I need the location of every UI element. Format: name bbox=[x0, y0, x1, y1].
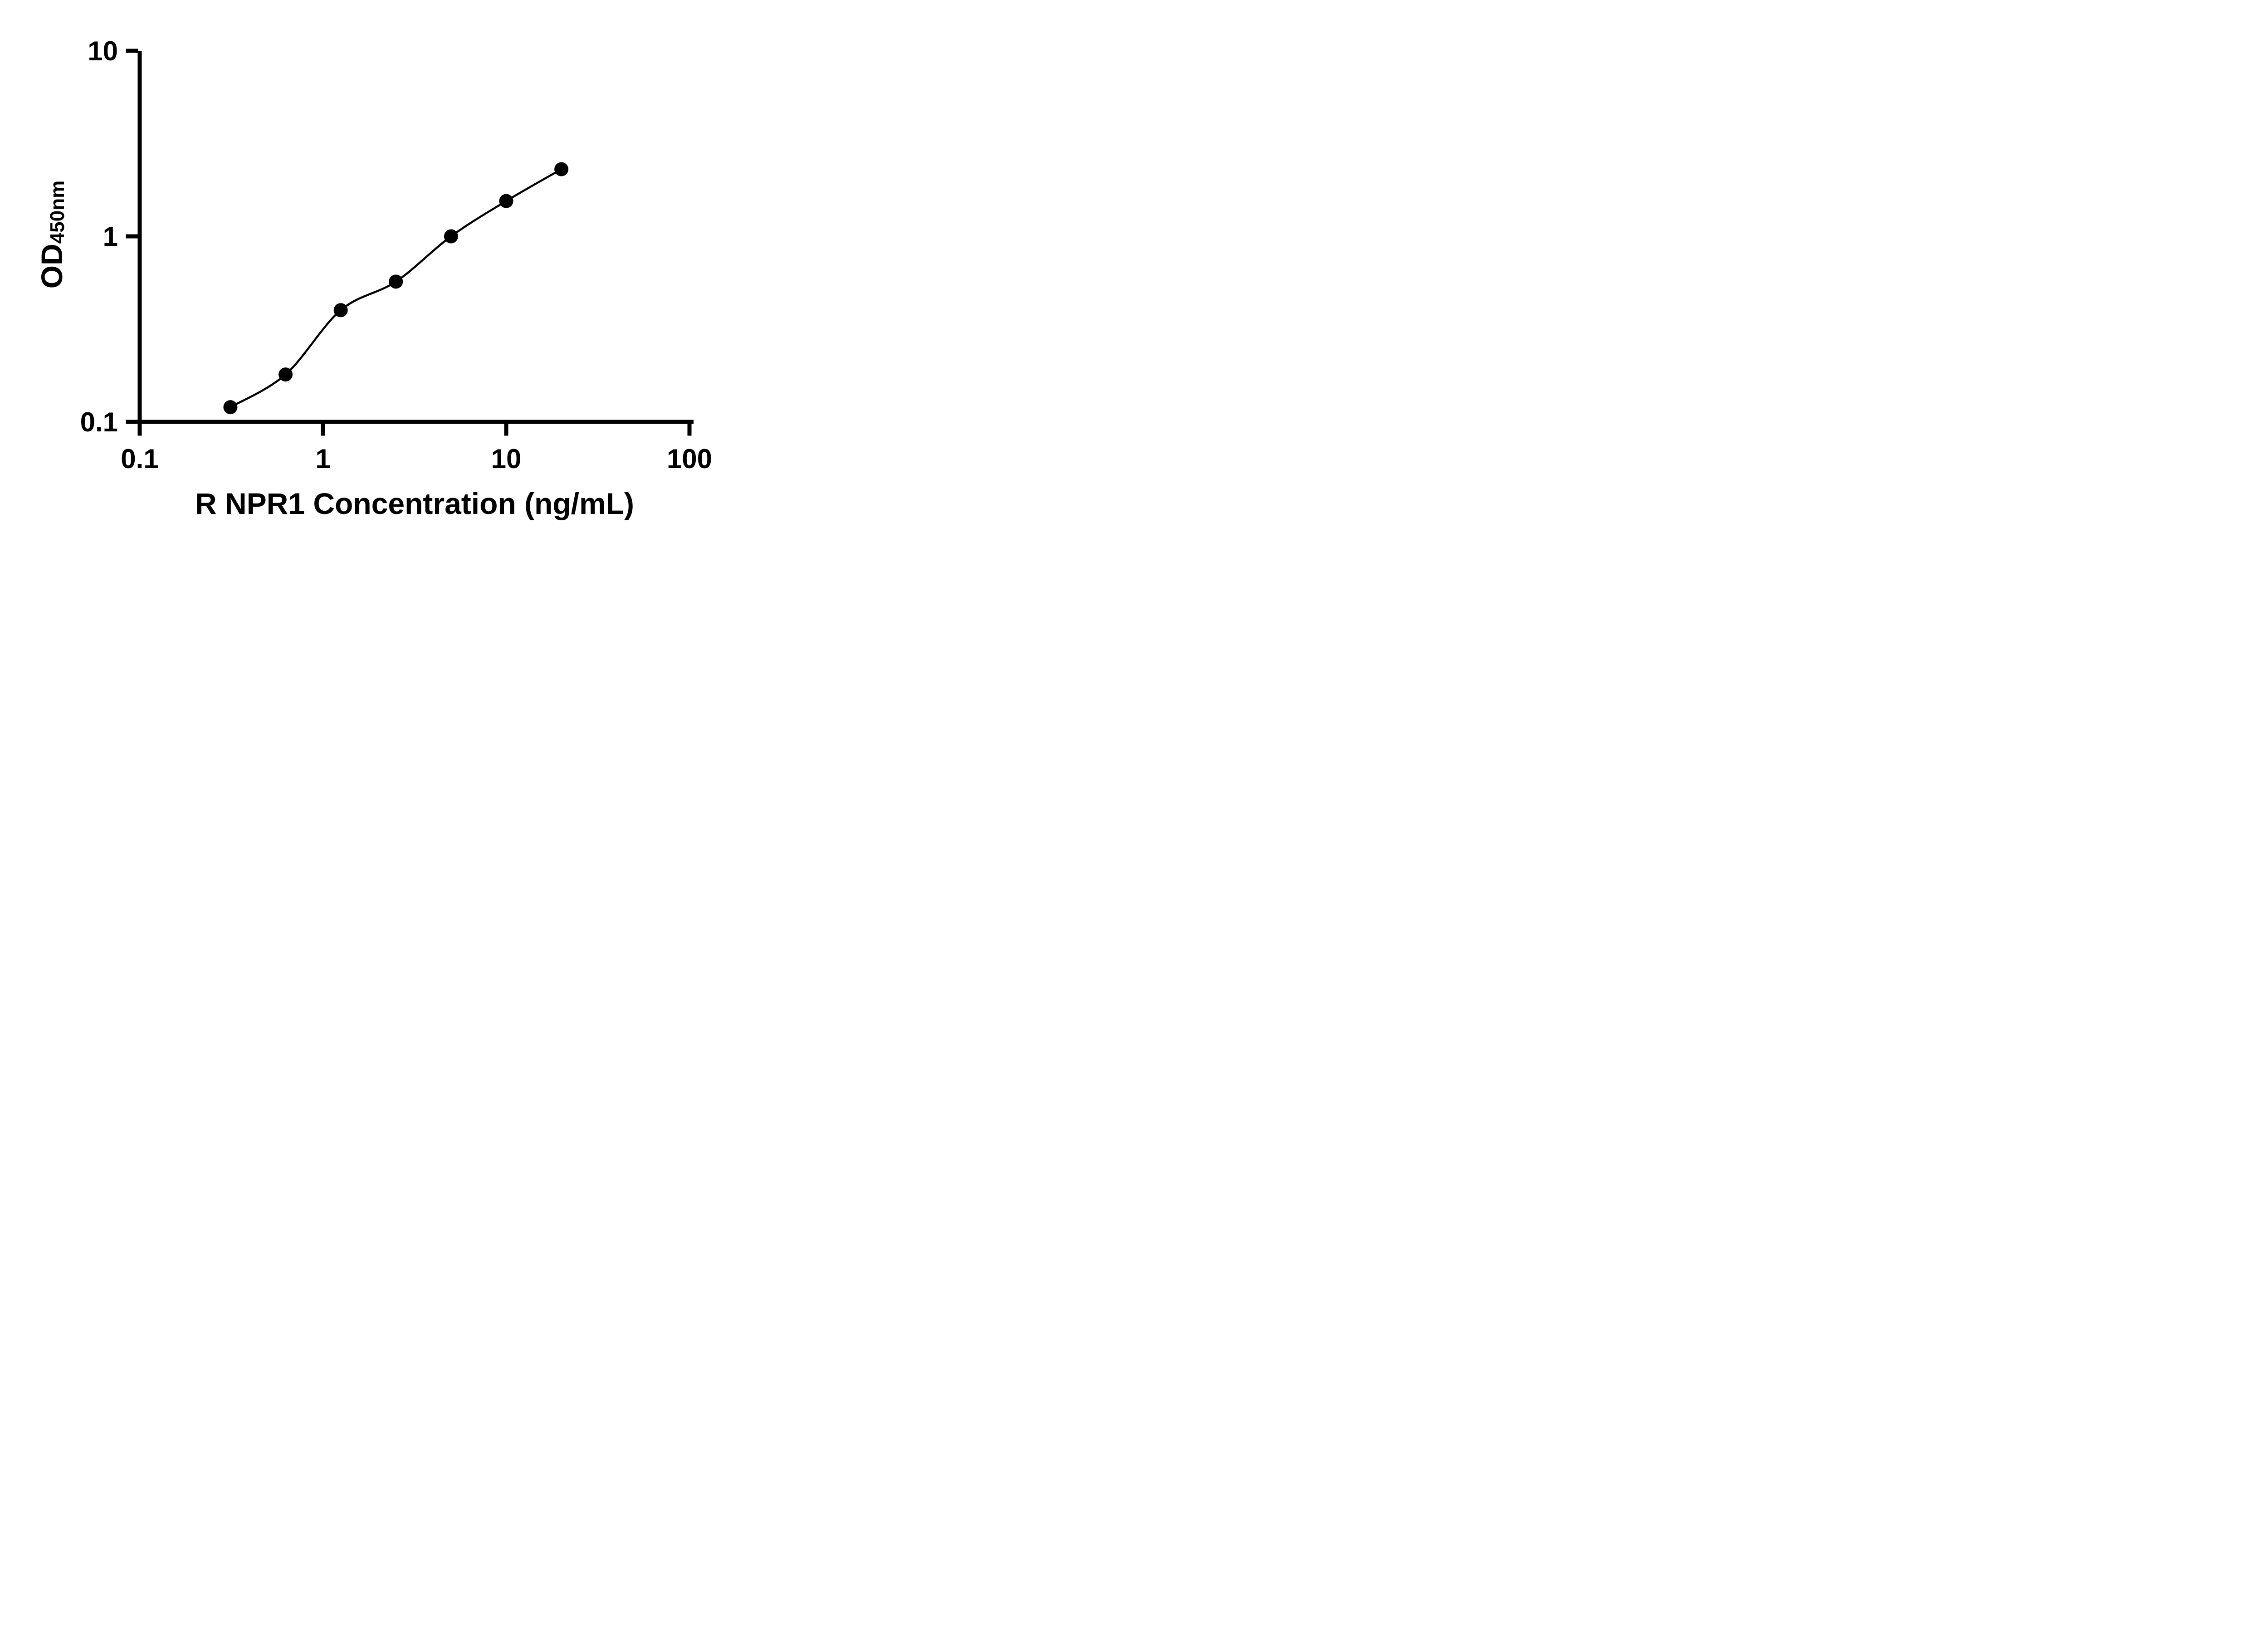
elisa-standard-curve-figure: 0.1 1 10 100 0.1 1 10 R NPR1 Concentration (ng… bbox=[0, 0, 763, 544]
x-axis-tick-label: 1 bbox=[315, 444, 330, 474]
x-axis-title: R NPR1 Concentration (ng/mL) bbox=[195, 487, 634, 520]
y-axis-tick-label: 0.1 bbox=[80, 407, 118, 437]
y-axis-title-subscript: 450nm bbox=[46, 180, 68, 244]
data-point-marker bbox=[389, 274, 403, 289]
axis-spines bbox=[137, 51, 694, 424]
x-axis-tick-label: 100 bbox=[667, 444, 712, 474]
y-axis-title-main: OD bbox=[35, 244, 68, 289]
y-axis-tick-label: 1 bbox=[103, 221, 118, 252]
data-point-marker bbox=[554, 162, 569, 176]
x-axis-tick-label: 10 bbox=[491, 444, 522, 474]
y-axis-title: OD 450nm bbox=[34, 98, 70, 371]
chart-canvas: 0.1 1 10 100 0.1 1 10 bbox=[80, 36, 712, 474]
data-point-marker bbox=[223, 400, 238, 415]
y-axis-tick-label: 10 bbox=[88, 36, 118, 66]
data-point-marker bbox=[499, 194, 513, 208]
data-point-marker bbox=[444, 229, 458, 244]
x-axis-tick-label: 0.1 bbox=[121, 444, 158, 474]
data-point-marker bbox=[279, 367, 293, 382]
data-point-marker bbox=[333, 303, 348, 318]
